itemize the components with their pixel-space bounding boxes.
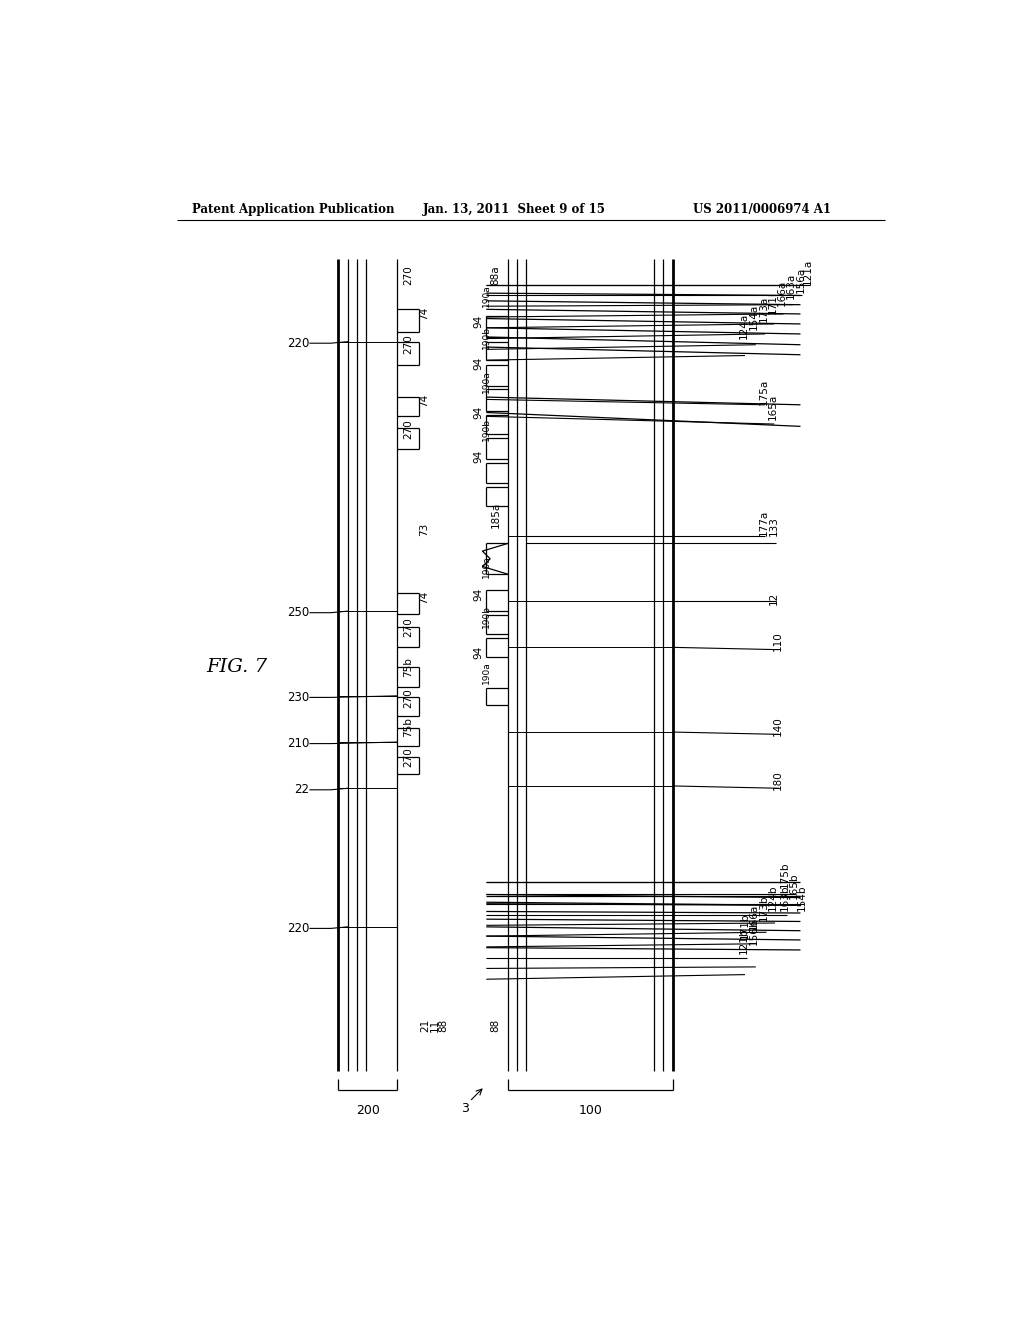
Text: 163a: 163a [786, 273, 797, 300]
Text: Patent Application Publication: Patent Application Publication [193, 203, 394, 216]
Text: 190a: 190a [482, 661, 490, 684]
Text: 110: 110 [772, 631, 782, 651]
Text: 166a: 166a [750, 904, 759, 929]
Text: 220: 220 [287, 337, 309, 350]
Text: 173a: 173a [759, 296, 768, 322]
Text: 124b: 124b [768, 884, 778, 911]
Text: 175a: 175a [759, 379, 768, 405]
Text: 171l: 171l [768, 292, 778, 314]
Text: 190a: 190a [482, 556, 490, 578]
Text: 73: 73 [419, 523, 429, 536]
Text: 165a: 165a [768, 393, 778, 420]
Text: 190b: 190b [482, 418, 490, 441]
Text: 190a: 190a [482, 284, 490, 308]
Text: 270: 270 [402, 420, 413, 440]
Text: 220: 220 [287, 921, 309, 935]
Text: 270: 270 [402, 265, 413, 285]
Text: Jan. 13, 2011  Sheet 9 of 15: Jan. 13, 2011 Sheet 9 of 15 [423, 203, 606, 216]
Text: 270: 270 [402, 689, 413, 708]
Text: 74: 74 [419, 591, 429, 605]
Text: 75b: 75b [402, 718, 413, 738]
Text: 94: 94 [473, 645, 483, 659]
Text: 154a: 154a [750, 304, 759, 330]
Text: 200: 200 [355, 1104, 380, 1117]
Text: US 2011/0006974 A1: US 2011/0006974 A1 [692, 203, 830, 216]
Text: 21: 21 [421, 1019, 430, 1032]
Text: 230: 230 [287, 690, 309, 704]
Text: 124a: 124a [738, 313, 749, 339]
Text: 88a: 88a [490, 265, 501, 285]
Text: 11: 11 [430, 1019, 439, 1032]
Text: 140: 140 [772, 717, 782, 737]
Text: 190b: 190b [482, 605, 490, 628]
Text: 270: 270 [402, 334, 413, 354]
Text: 175b: 175b [780, 862, 791, 888]
Text: 250: 250 [287, 606, 309, 619]
Text: 210: 210 [287, 737, 309, 750]
Text: 74: 74 [419, 306, 429, 321]
Text: 121b: 121b [738, 928, 749, 954]
Text: 166a: 166a [777, 280, 787, 306]
Text: 121a: 121a [803, 259, 813, 285]
Text: 173b: 173b [759, 894, 768, 921]
Text: FIG. 7: FIG. 7 [206, 657, 267, 676]
Text: 171b: 171b [740, 912, 750, 940]
Text: 94: 94 [473, 449, 483, 462]
Text: 180: 180 [772, 770, 782, 789]
Text: 185a: 185a [490, 502, 501, 528]
Text: 270: 270 [402, 747, 413, 767]
Text: 12: 12 [769, 591, 779, 605]
Text: 154b: 154b [797, 884, 807, 911]
Text: 88: 88 [490, 1019, 501, 1032]
Text: 133: 133 [769, 516, 779, 536]
Text: 100: 100 [579, 1104, 602, 1117]
Text: 94: 94 [473, 314, 483, 327]
Text: 75b: 75b [402, 657, 413, 677]
Text: 190b: 190b [482, 326, 490, 350]
Text: 177a: 177a [759, 510, 768, 536]
Text: 22: 22 [294, 783, 309, 796]
Text: 3: 3 [462, 1102, 469, 1114]
Text: 165b: 165b [790, 873, 800, 899]
Text: 190a: 190a [482, 371, 490, 393]
Text: 88: 88 [438, 1019, 449, 1032]
Text: 94: 94 [473, 405, 483, 418]
Text: 94: 94 [473, 356, 483, 370]
Text: 156b: 156b [750, 919, 759, 945]
Text: 163b: 163b [780, 884, 791, 911]
Text: 74: 74 [419, 393, 429, 407]
Text: 270: 270 [402, 618, 413, 638]
Text: 156a: 156a [796, 267, 806, 293]
Text: 94: 94 [473, 587, 483, 601]
